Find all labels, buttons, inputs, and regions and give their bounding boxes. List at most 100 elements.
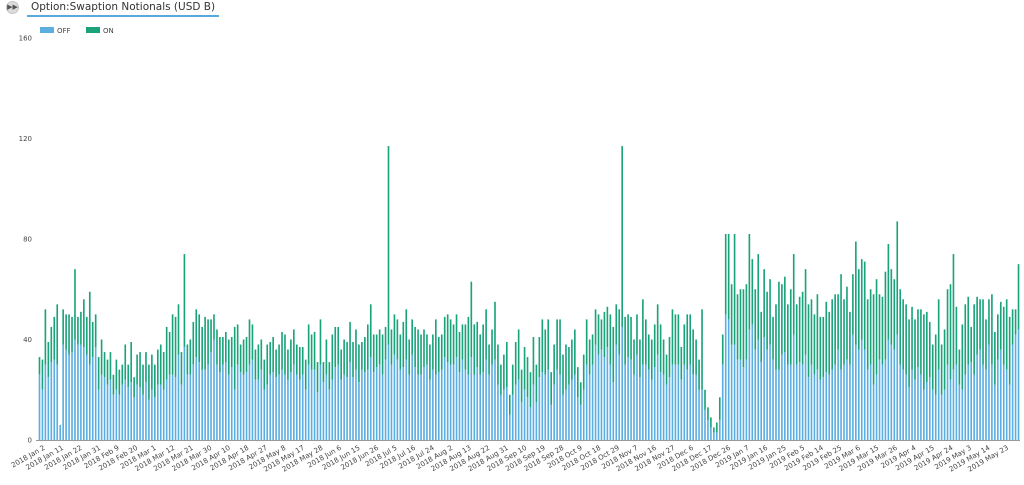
bar-on[interactable] [242,339,245,375]
bar-off[interactable] [464,369,467,440]
bar-on[interactable] [532,336,535,385]
bar-on[interactable] [579,382,582,405]
bar-off[interactable] [739,359,742,440]
bar-on[interactable] [91,321,94,358]
bar-off[interactable] [189,374,192,440]
bar-on[interactable] [506,342,508,388]
bar-off[interactable] [710,427,712,440]
bar-on[interactable] [452,324,455,365]
bar-off[interactable] [470,357,473,440]
bar-on[interactable] [816,294,819,370]
bar-on[interactable] [860,259,863,340]
bar-off[interactable] [310,369,313,440]
bar-off[interactable] [556,369,558,440]
bar-on[interactable] [917,309,919,368]
bar-off[interactable] [887,339,890,441]
bar-on[interactable] [914,319,916,380]
bar-off[interactable] [301,374,304,440]
bar-on[interactable] [639,339,641,378]
bar-off[interactable] [609,364,612,441]
bar-on[interactable] [928,321,931,378]
bar-on[interactable] [869,289,872,365]
bar-off[interactable] [769,344,771,440]
bar-off[interactable] [390,364,393,441]
bar-on[interactable] [742,289,745,368]
bar-on[interactable] [772,316,774,360]
bar-on[interactable] [148,364,150,400]
bar-off[interactable] [494,359,496,440]
bar-on[interactable] [872,294,875,385]
bar-off[interactable] [1005,369,1008,440]
bar-off[interactable] [115,389,118,440]
bar-off[interactable] [162,389,165,440]
bar-off[interactable] [801,364,804,441]
bar-on[interactable] [85,316,88,355]
bar-off[interactable] [813,374,816,440]
bar-on[interactable] [967,296,970,365]
bar-on[interactable] [704,389,706,410]
bar-off[interactable] [668,377,671,440]
bar-on[interactable] [920,309,922,375]
bar-off[interactable] [547,369,550,440]
bar-on[interactable] [994,331,996,385]
bar-on[interactable] [408,339,411,375]
bar-on[interactable] [207,319,209,365]
bar-off[interactable] [958,384,961,440]
bar-off[interactable] [597,354,600,440]
bar-on[interactable] [949,284,952,380]
bar-on[interactable] [293,329,295,365]
bar-on[interactable] [997,314,999,360]
bar-on[interactable] [50,326,53,363]
bar-on[interactable] [103,352,106,378]
bar-on[interactable] [745,284,748,360]
bar-on[interactable] [414,326,416,368]
bar-on[interactable] [724,233,727,315]
bar-on[interactable] [881,296,884,365]
bar-off[interactable] [293,364,295,441]
bar-off[interactable] [488,374,490,440]
bar-off[interactable] [647,369,650,440]
bar-on[interactable] [541,319,544,373]
bar-off[interactable] [798,362,801,440]
bar-on[interactable] [961,324,964,390]
bar-off[interactable] [997,359,999,440]
bar-off[interactable] [576,397,579,440]
bar-on[interactable] [41,359,44,390]
bar-on[interactable] [417,329,419,375]
bar-off[interactable] [733,344,736,440]
bar-off[interactable] [266,384,269,440]
bar-on[interactable] [795,304,798,365]
bar-on[interactable] [603,311,606,358]
bar-off[interactable] [674,364,677,441]
bar-on[interactable] [71,316,73,353]
bar-off[interactable] [792,334,795,440]
bar-off[interactable] [819,379,822,440]
bar-off[interactable] [928,377,931,440]
bar-on[interactable] [760,311,763,363]
bar-on[interactable] [843,299,845,365]
bar-off[interactable] [840,369,842,440]
bar-on[interactable] [189,339,192,375]
bar-off[interactable] [869,364,872,441]
bar-on[interactable] [718,397,721,420]
bar-on[interactable] [517,329,520,380]
bar-off[interactable] [926,382,928,440]
bar-on[interactable] [399,334,402,370]
bar-off[interactable] [890,344,893,440]
bar-off[interactable] [352,377,354,440]
bar-on[interactable] [88,291,91,365]
bar-on[interactable] [236,324,239,365]
bar-on[interactable] [659,324,662,373]
bar-off[interactable] [961,389,964,440]
bar-off[interactable] [810,364,813,441]
bar-on[interactable] [713,427,715,433]
bar-off[interactable] [550,404,552,440]
bar-off[interactable] [908,387,910,440]
bar-on[interactable] [964,304,967,375]
bar-on[interactable] [115,359,118,390]
bar-off[interactable] [381,374,384,440]
bar-off[interactable] [251,359,254,440]
bar-off[interactable] [994,384,996,440]
bar-on[interactable] [437,336,440,373]
bar-on[interactable] [290,339,292,373]
